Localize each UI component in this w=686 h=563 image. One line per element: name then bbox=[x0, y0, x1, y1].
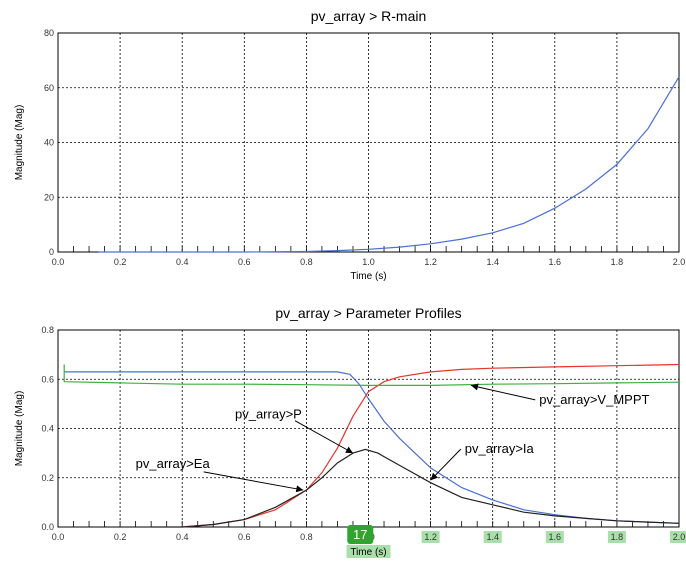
y-axis-label: Magnitude (Mag) bbox=[14, 105, 25, 181]
x-axis-label: Time (s) bbox=[350, 271, 386, 282]
x-tick-label: 1.2 bbox=[424, 532, 437, 542]
annotation-arrowhead bbox=[345, 446, 353, 454]
annotation-arrowhead bbox=[470, 383, 479, 391]
chart-title: pv_array > Parameter Profiles bbox=[275, 305, 461, 321]
top-chart: pv_array > R-main 0.0 0.2 0.4 0.6 0.8 1.0 1.2 1.… bbox=[14, 8, 685, 282]
series-line-2 bbox=[63, 364, 680, 386]
series-line-3 bbox=[151, 448, 680, 528]
y-tick-label: 20 bbox=[44, 192, 54, 202]
series-line-0 bbox=[98, 76, 680, 253]
y-tick-label: 40 bbox=[44, 138, 54, 148]
annotation-arrowhead bbox=[430, 472, 438, 481]
annotation-label: pv_array>Ia bbox=[465, 441, 535, 456]
y-tick-label: 0.4 bbox=[41, 424, 54, 434]
x-tick-label: 2.0 bbox=[673, 532, 686, 542]
x-tick-label: 1.0 bbox=[362, 257, 375, 267]
xlabel-highlight bbox=[346, 545, 391, 558]
x-tick-label: 0.4 bbox=[176, 532, 189, 542]
x-tick-label: 1.4 bbox=[486, 532, 499, 542]
annotation-arrow bbox=[203, 471, 304, 491]
y-tick-label: 60 bbox=[44, 83, 54, 93]
y-tick-label: 0.6 bbox=[41, 374, 54, 384]
cursor-badge-label: 17 bbox=[353, 527, 367, 542]
tick-highlight bbox=[670, 531, 686, 543]
annotation-arrowhead bbox=[295, 485, 304, 493]
bottom-chart: pv_array > Parameter Profiles 0.0 0.2 0.4 0.… bbox=[14, 305, 686, 558]
annotation-arrow bbox=[294, 420, 354, 454]
y-tick-label: 80 bbox=[44, 28, 54, 38]
chart-title: pv_array > R-main bbox=[311, 8, 427, 24]
tick-highlight bbox=[607, 531, 626, 543]
x-tick-label: 1.8 bbox=[611, 257, 624, 267]
y-tick-label: 0.0 bbox=[41, 522, 54, 532]
y-tick-label: 0.8 bbox=[41, 325, 54, 335]
x-tick-label: 0.6 bbox=[238, 257, 251, 267]
x-tick-label: 0.0 bbox=[52, 257, 65, 267]
annotation-arrow bbox=[470, 384, 536, 401]
x-tick-label: 1.8 bbox=[611, 532, 624, 542]
y-tick-label: 0 bbox=[49, 247, 54, 257]
annotation-label: pv_array>P bbox=[235, 407, 302, 422]
x-tick-label: 2.0 bbox=[673, 257, 686, 267]
x-axis-label: Time (s) bbox=[350, 547, 386, 558]
x-tick-label: 0.2 bbox=[114, 532, 127, 542]
tick-highlight bbox=[545, 531, 564, 543]
x-tick-label: 1.4 bbox=[486, 257, 499, 267]
annotation-label: pv_array>V_MPPT bbox=[539, 392, 649, 407]
x-tick-label: 1.2 bbox=[424, 257, 437, 267]
tick-highlight bbox=[483, 531, 502, 543]
x-tick-label: 0.0 bbox=[52, 532, 65, 542]
y-tick-label: 0.2 bbox=[41, 473, 54, 483]
x-tick-label: 0.8 bbox=[300, 257, 313, 267]
x-tick-label: 0.6 bbox=[238, 532, 251, 542]
y-axis-label: Magnitude (Mag) bbox=[14, 391, 25, 467]
tick-highlight bbox=[421, 531, 440, 543]
x-tick-label: 0.8 bbox=[300, 532, 313, 542]
x-tick-label: 0.2 bbox=[114, 257, 127, 267]
annotation-arrow bbox=[430, 448, 462, 481]
series-line-1 bbox=[182, 363, 680, 528]
cursor-badge bbox=[347, 525, 374, 544]
x-tick-label: 0.4 bbox=[176, 257, 189, 267]
x-tick-label: 1.6 bbox=[549, 257, 562, 267]
annotation-label: pv_array>Ea bbox=[136, 456, 211, 471]
x-tick-label: 1.6 bbox=[549, 532, 562, 542]
